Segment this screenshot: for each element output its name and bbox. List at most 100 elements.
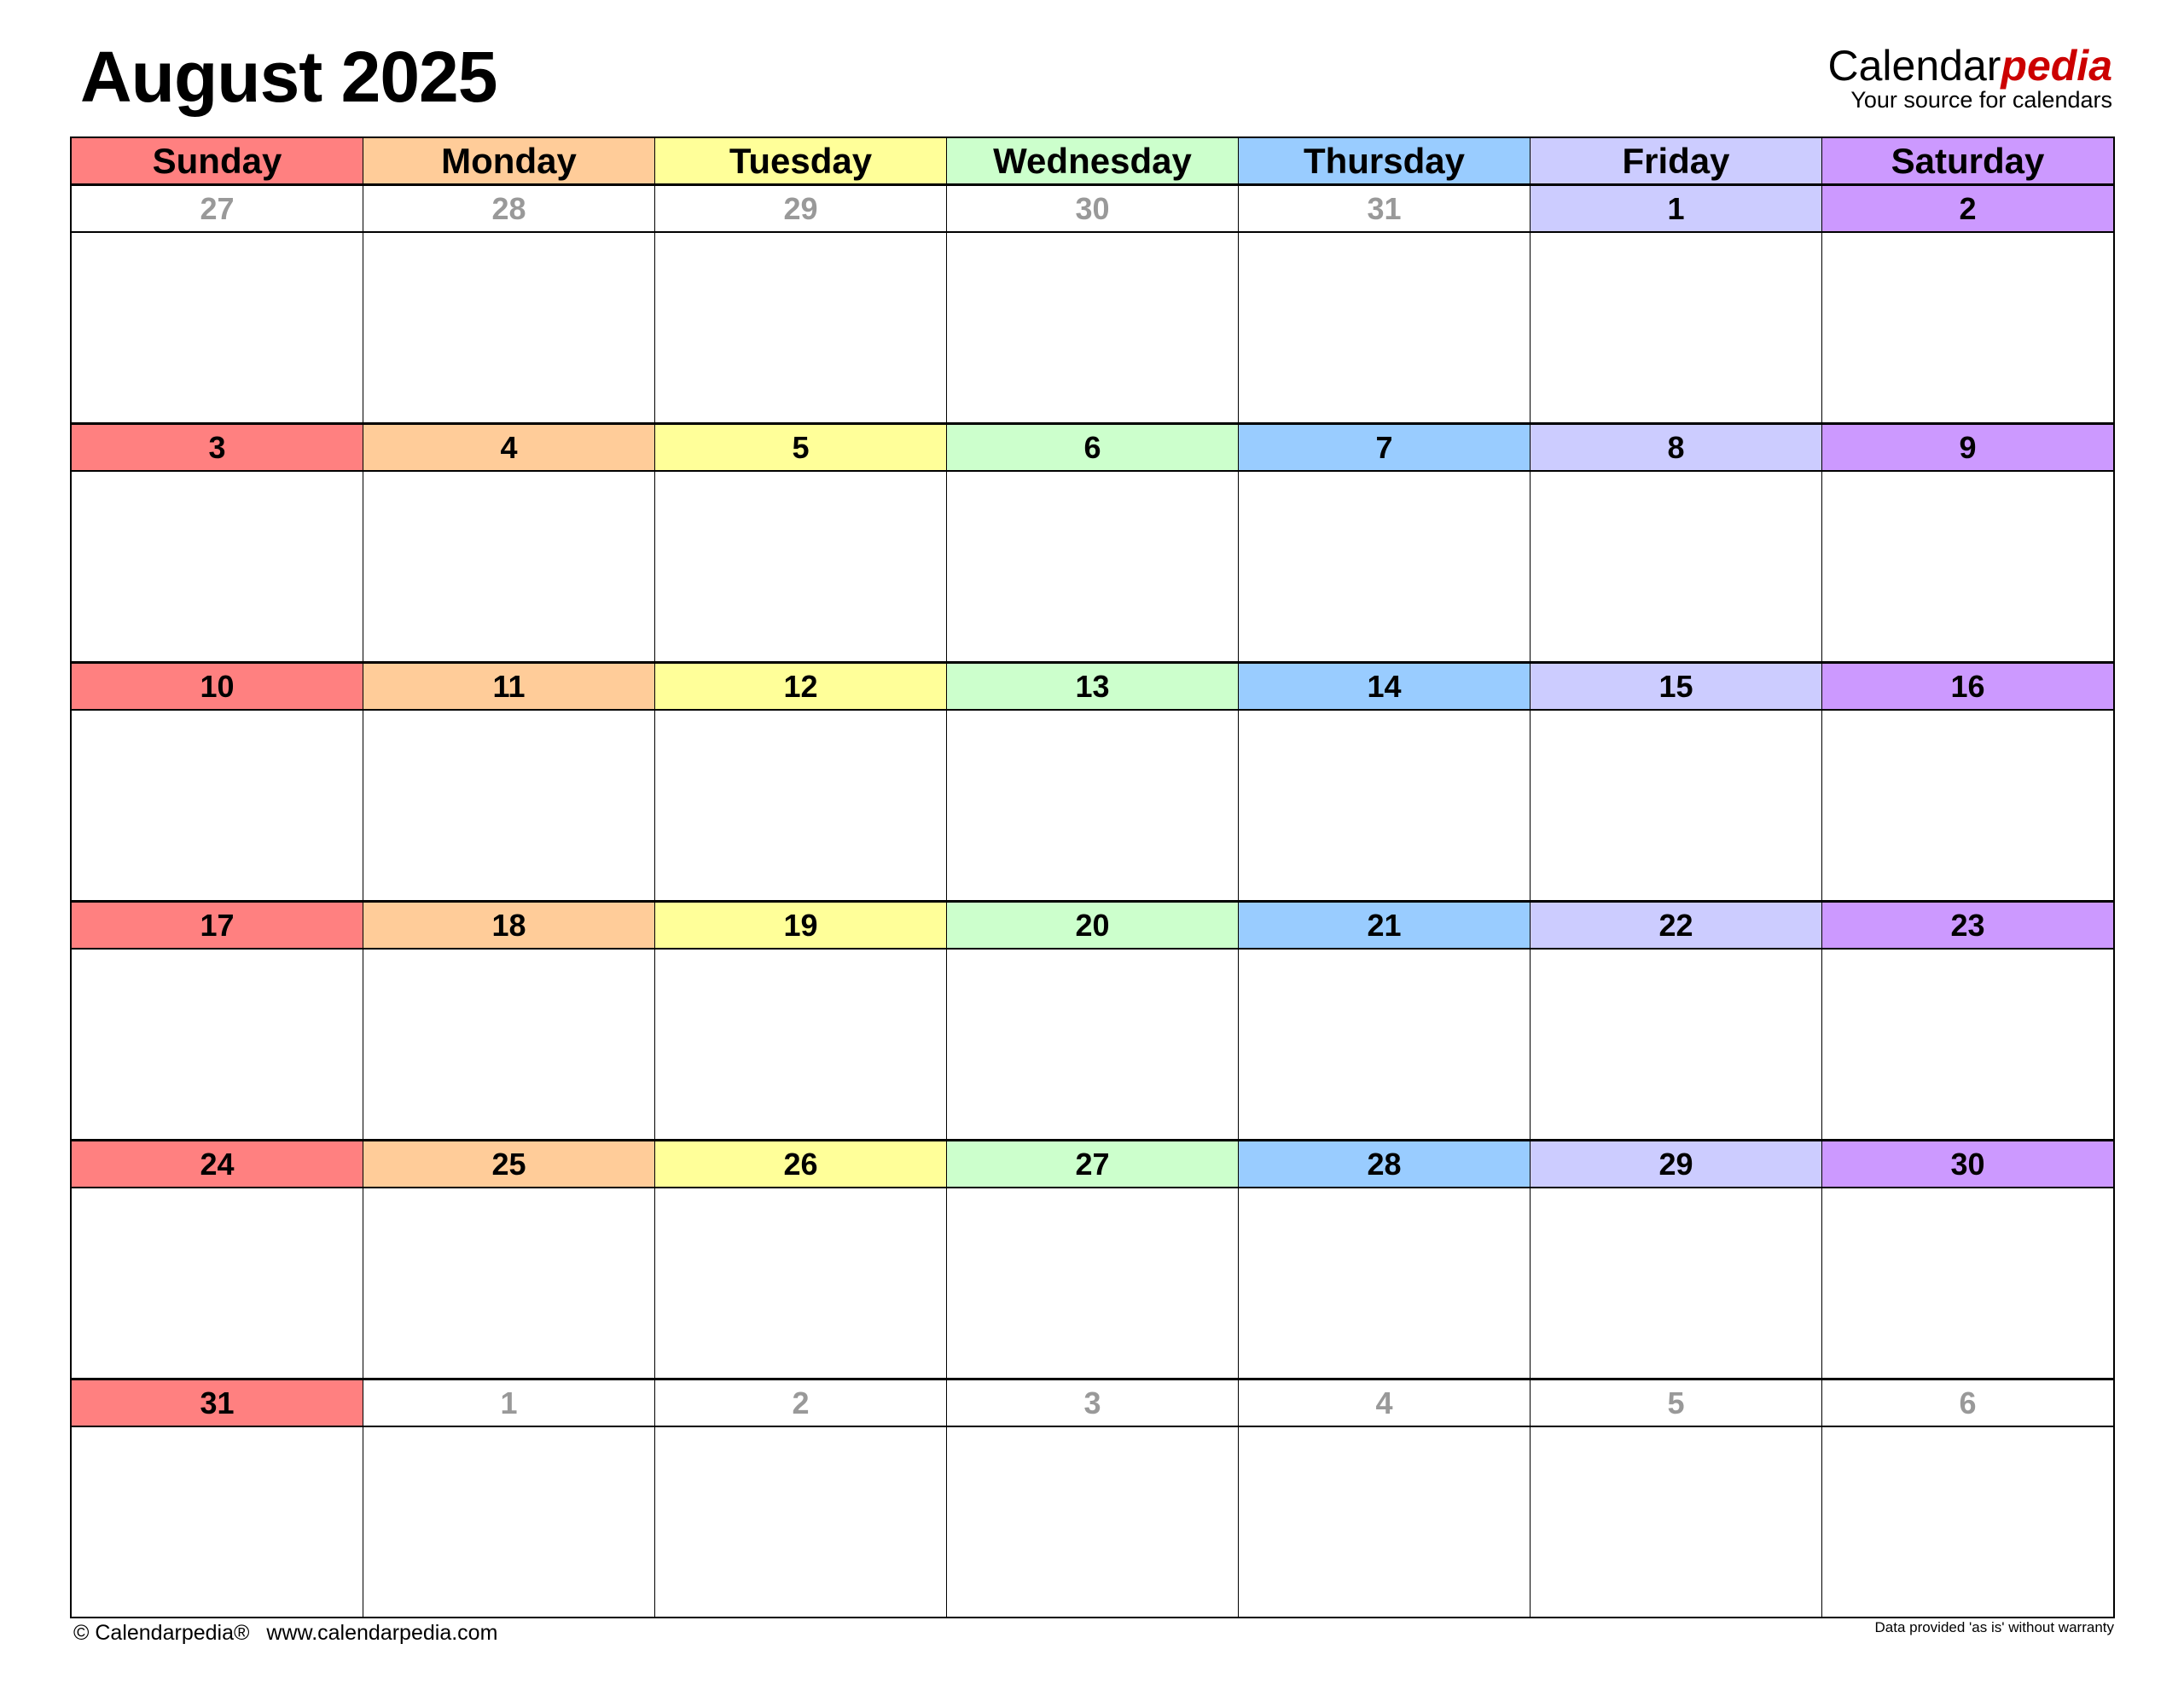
day-number: 14 bbox=[1238, 664, 1530, 709]
copyright: © Calendarpedia® bbox=[73, 1621, 250, 1645]
day-number: 27 bbox=[200, 190, 235, 226]
day-notes-cell bbox=[72, 711, 363, 900]
date-number-row: 31 1 2 3 4 5 6 bbox=[72, 1380, 2113, 1427]
day-notes-cell bbox=[72, 1427, 363, 1617]
day-number: 31 bbox=[1238, 186, 1530, 231]
day-number: 16 bbox=[1821, 664, 2113, 709]
day-number: 29 bbox=[654, 186, 946, 231]
day-notes-cell bbox=[1821, 1427, 2113, 1617]
logo-accent-text: pedia bbox=[2001, 42, 2112, 90]
day-number: 15 bbox=[1530, 664, 1821, 709]
day-number: 2 bbox=[1821, 186, 2113, 231]
day-notes-cell bbox=[946, 1427, 1238, 1617]
date-number-row: 17 18 19 20 21 22 23 bbox=[72, 903, 2113, 950]
day-notes-cell bbox=[1238, 1427, 1530, 1617]
day-notes-cell bbox=[1238, 233, 1530, 422]
day-notes-cell bbox=[1821, 233, 2113, 422]
day-number: 2 bbox=[654, 1380, 946, 1426]
day-notes-cell bbox=[1530, 711, 1821, 900]
day-notes-cell bbox=[1821, 1188, 2113, 1378]
day-number: 25 bbox=[363, 1141, 654, 1187]
day-notes-cell bbox=[946, 711, 1238, 900]
day-number: 27 bbox=[946, 1141, 1238, 1187]
day-number: 22 bbox=[1530, 903, 1821, 948]
day-notes-cell bbox=[363, 711, 654, 900]
notes-row bbox=[72, 472, 2113, 661]
date-number-row: 10 11 12 13 14 15 16 bbox=[72, 664, 2113, 711]
week-row: 27 28 29 30 31 1 2 bbox=[72, 186, 2113, 425]
day-number: 10 bbox=[72, 664, 363, 709]
date-number-row: 27 28 29 30 31 1 2 bbox=[72, 186, 2113, 233]
weekday-header-tuesday: Tuesday bbox=[654, 138, 946, 183]
week-row: 10 11 12 13 14 15 16 bbox=[72, 664, 2113, 903]
day-notes-cell bbox=[946, 1188, 1238, 1378]
week-row: 17 18 19 20 21 22 23 bbox=[72, 903, 2113, 1141]
notes-row bbox=[72, 233, 2113, 422]
logo-tagline: Your source for calendars bbox=[1850, 87, 2112, 113]
day-number: 21 bbox=[1238, 903, 1530, 948]
website-link[interactable]: www.calendarpedia.com bbox=[266, 1621, 498, 1645]
day-number: 12 bbox=[654, 664, 946, 709]
day-notes-cell bbox=[946, 233, 1238, 422]
day-number: 28 bbox=[1238, 1141, 1530, 1187]
day-notes-cell bbox=[1530, 1427, 1821, 1617]
footer-left: © Calendarpedia® www.calendarpedia.com bbox=[73, 1621, 497, 1646]
day-number: 31 bbox=[72, 1380, 363, 1426]
day-number: 7 bbox=[1238, 425, 1530, 470]
day-number: 30 bbox=[1821, 1141, 2113, 1187]
day-number: 28 bbox=[363, 186, 654, 231]
day-notes-cell bbox=[1530, 233, 1821, 422]
notes-row bbox=[72, 1427, 2113, 1617]
day-notes-cell bbox=[1821, 711, 2113, 900]
logo-wordmark: Calendarpedia bbox=[1828, 44, 2113, 87]
day-number: 4 bbox=[363, 425, 654, 470]
day-notes-cell bbox=[1238, 1188, 1530, 1378]
day-notes-cell bbox=[654, 950, 946, 1139]
day-number: 29 bbox=[1530, 1141, 1821, 1187]
day-number: 9 bbox=[1821, 425, 2113, 470]
day-number: 13 bbox=[946, 664, 1238, 709]
day-number: 23 bbox=[1821, 903, 2113, 948]
day-notes-cell bbox=[363, 1427, 654, 1617]
day-notes-cell bbox=[946, 472, 1238, 661]
week-row: 31 1 2 3 4 5 6 bbox=[72, 1380, 2113, 1617]
day-notes-cell bbox=[1821, 950, 2113, 1139]
day-number: 1 bbox=[1530, 186, 1821, 231]
disclaimer: Data provided 'as is' without warranty bbox=[1874, 1619, 2114, 1635]
day-number: 11 bbox=[363, 664, 654, 709]
day-number: 1 bbox=[363, 1380, 654, 1426]
page-title: August 2025 bbox=[80, 37, 497, 117]
day-notes-cell bbox=[72, 233, 363, 422]
calendar-grid: Sunday Monday Tuesday Wednesday Thursday Frid… bbox=[70, 136, 2115, 1618]
day-number: 4 bbox=[1238, 1380, 1530, 1426]
logo-main-text: Calendar bbox=[1827, 42, 2001, 90]
day-notes-cell bbox=[1238, 472, 1530, 661]
weekday-header-friday: Friday bbox=[1530, 138, 1821, 183]
day-notes-cell bbox=[654, 1188, 946, 1378]
day-number: 26 bbox=[654, 1141, 946, 1187]
day-notes-cell bbox=[363, 1188, 654, 1378]
calendarpedia-logo: Calendarpedia Your source for calendars bbox=[1828, 44, 2113, 112]
day-number: 24 bbox=[72, 1141, 363, 1187]
day-notes-cell bbox=[363, 233, 654, 422]
day-number: 18 bbox=[363, 903, 654, 948]
day-notes-cell bbox=[1530, 472, 1821, 661]
day-notes-cell bbox=[654, 472, 946, 661]
week-row: 24 25 26 27 28 29 30 bbox=[72, 1141, 2113, 1380]
day-number: 19 bbox=[654, 903, 946, 948]
notes-row bbox=[72, 1188, 2113, 1378]
day-notes-cell bbox=[1238, 711, 1530, 900]
day-number: 3 bbox=[946, 1380, 1238, 1426]
day-notes-cell bbox=[1530, 1188, 1821, 1378]
weekday-header-row: Sunday Monday Tuesday Wednesday Thursday Frid… bbox=[72, 138, 2113, 186]
day-notes-cell bbox=[363, 472, 654, 661]
day-notes-cell bbox=[946, 950, 1238, 1139]
day-notes-cell bbox=[654, 1427, 946, 1617]
weekday-header-monday: Monday bbox=[363, 138, 654, 183]
day-notes-cell bbox=[1238, 950, 1530, 1139]
day-number: 17 bbox=[72, 903, 363, 948]
day-number: 6 bbox=[946, 425, 1238, 470]
day-notes-cell bbox=[72, 472, 363, 661]
